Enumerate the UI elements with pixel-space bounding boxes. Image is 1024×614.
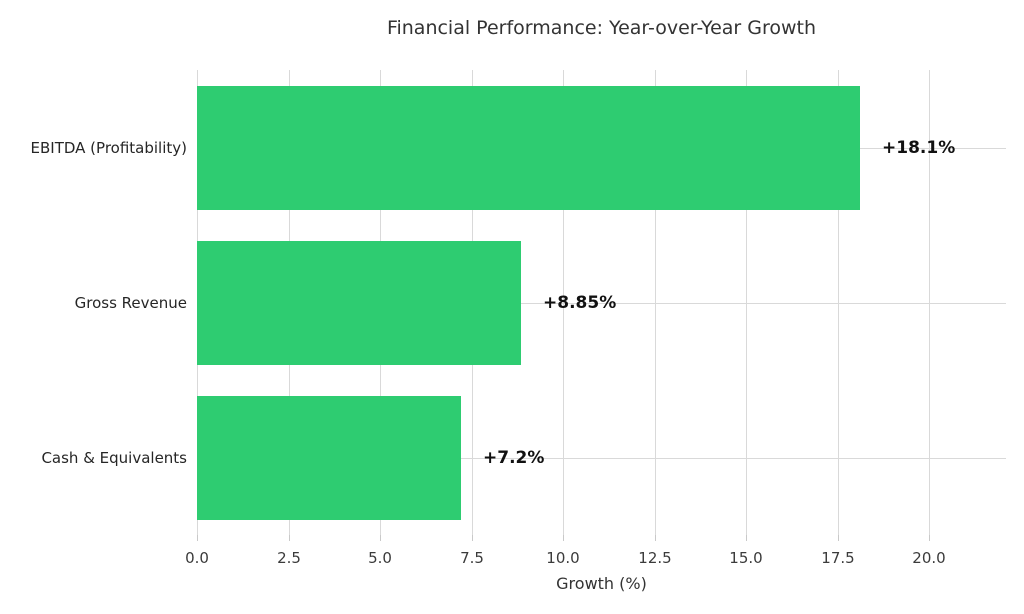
chart-title: Financial Performance: Year-over-Year Gr…: [386, 17, 817, 39]
bar-cash-equivalents: [197, 396, 461, 520]
y-axis-category-label: Cash & Equivalents: [41, 449, 187, 467]
plot-area: 0.0 2.5 5.0 7.5 10.0 12.5 15.0 17.5 20.0 +18.1% +8…: [185, 70, 1006, 567]
bar-value-label: +8.85%: [543, 293, 617, 313]
x-gridline: [655, 70, 656, 535]
x-tick-mark: [380, 535, 381, 541]
x-tick-label: 17.5: [821, 549, 855, 567]
x-gridline: [563, 70, 564, 535]
x-tick-label: 12.5: [638, 549, 672, 567]
bar-value-label: +7.2%: [483, 448, 545, 468]
x-tick-label: 10.0: [546, 549, 580, 567]
x-axis-label: Growth (%): [556, 574, 647, 593]
x-tick-mark: [838, 535, 839, 541]
bar-gross-revenue: [197, 241, 521, 365]
x-tick-mark: [655, 535, 656, 541]
x-tick-label: 0.0: [185, 549, 209, 567]
x-gridline: [929, 70, 930, 535]
x-gridline: [746, 70, 747, 535]
y-axis-category-label: EBITDA (Profitability): [30, 139, 187, 157]
x-tick-mark: [472, 535, 473, 541]
bar-ebitda-profitability: [197, 86, 860, 210]
x-tick-label: 7.5: [460, 549, 484, 567]
x-gridline: [838, 70, 839, 535]
y-gridline: [197, 303, 1006, 304]
x-tick-label: 5.0: [368, 549, 392, 567]
x-tick-mark: [289, 535, 290, 541]
x-tick-mark: [563, 535, 564, 541]
y-axis-category-label: Gross Revenue: [74, 294, 187, 312]
x-tick-label: 15.0: [729, 549, 763, 567]
x-tick-label: 2.5: [277, 549, 301, 567]
x-tick-label: 20.0: [912, 549, 946, 567]
x-tick-mark: [197, 535, 198, 541]
x-tick-mark: [929, 535, 930, 541]
bar-value-label: +18.1%: [882, 138, 956, 158]
y-gridline: [197, 458, 1006, 459]
x-tick-mark: [746, 535, 747, 541]
